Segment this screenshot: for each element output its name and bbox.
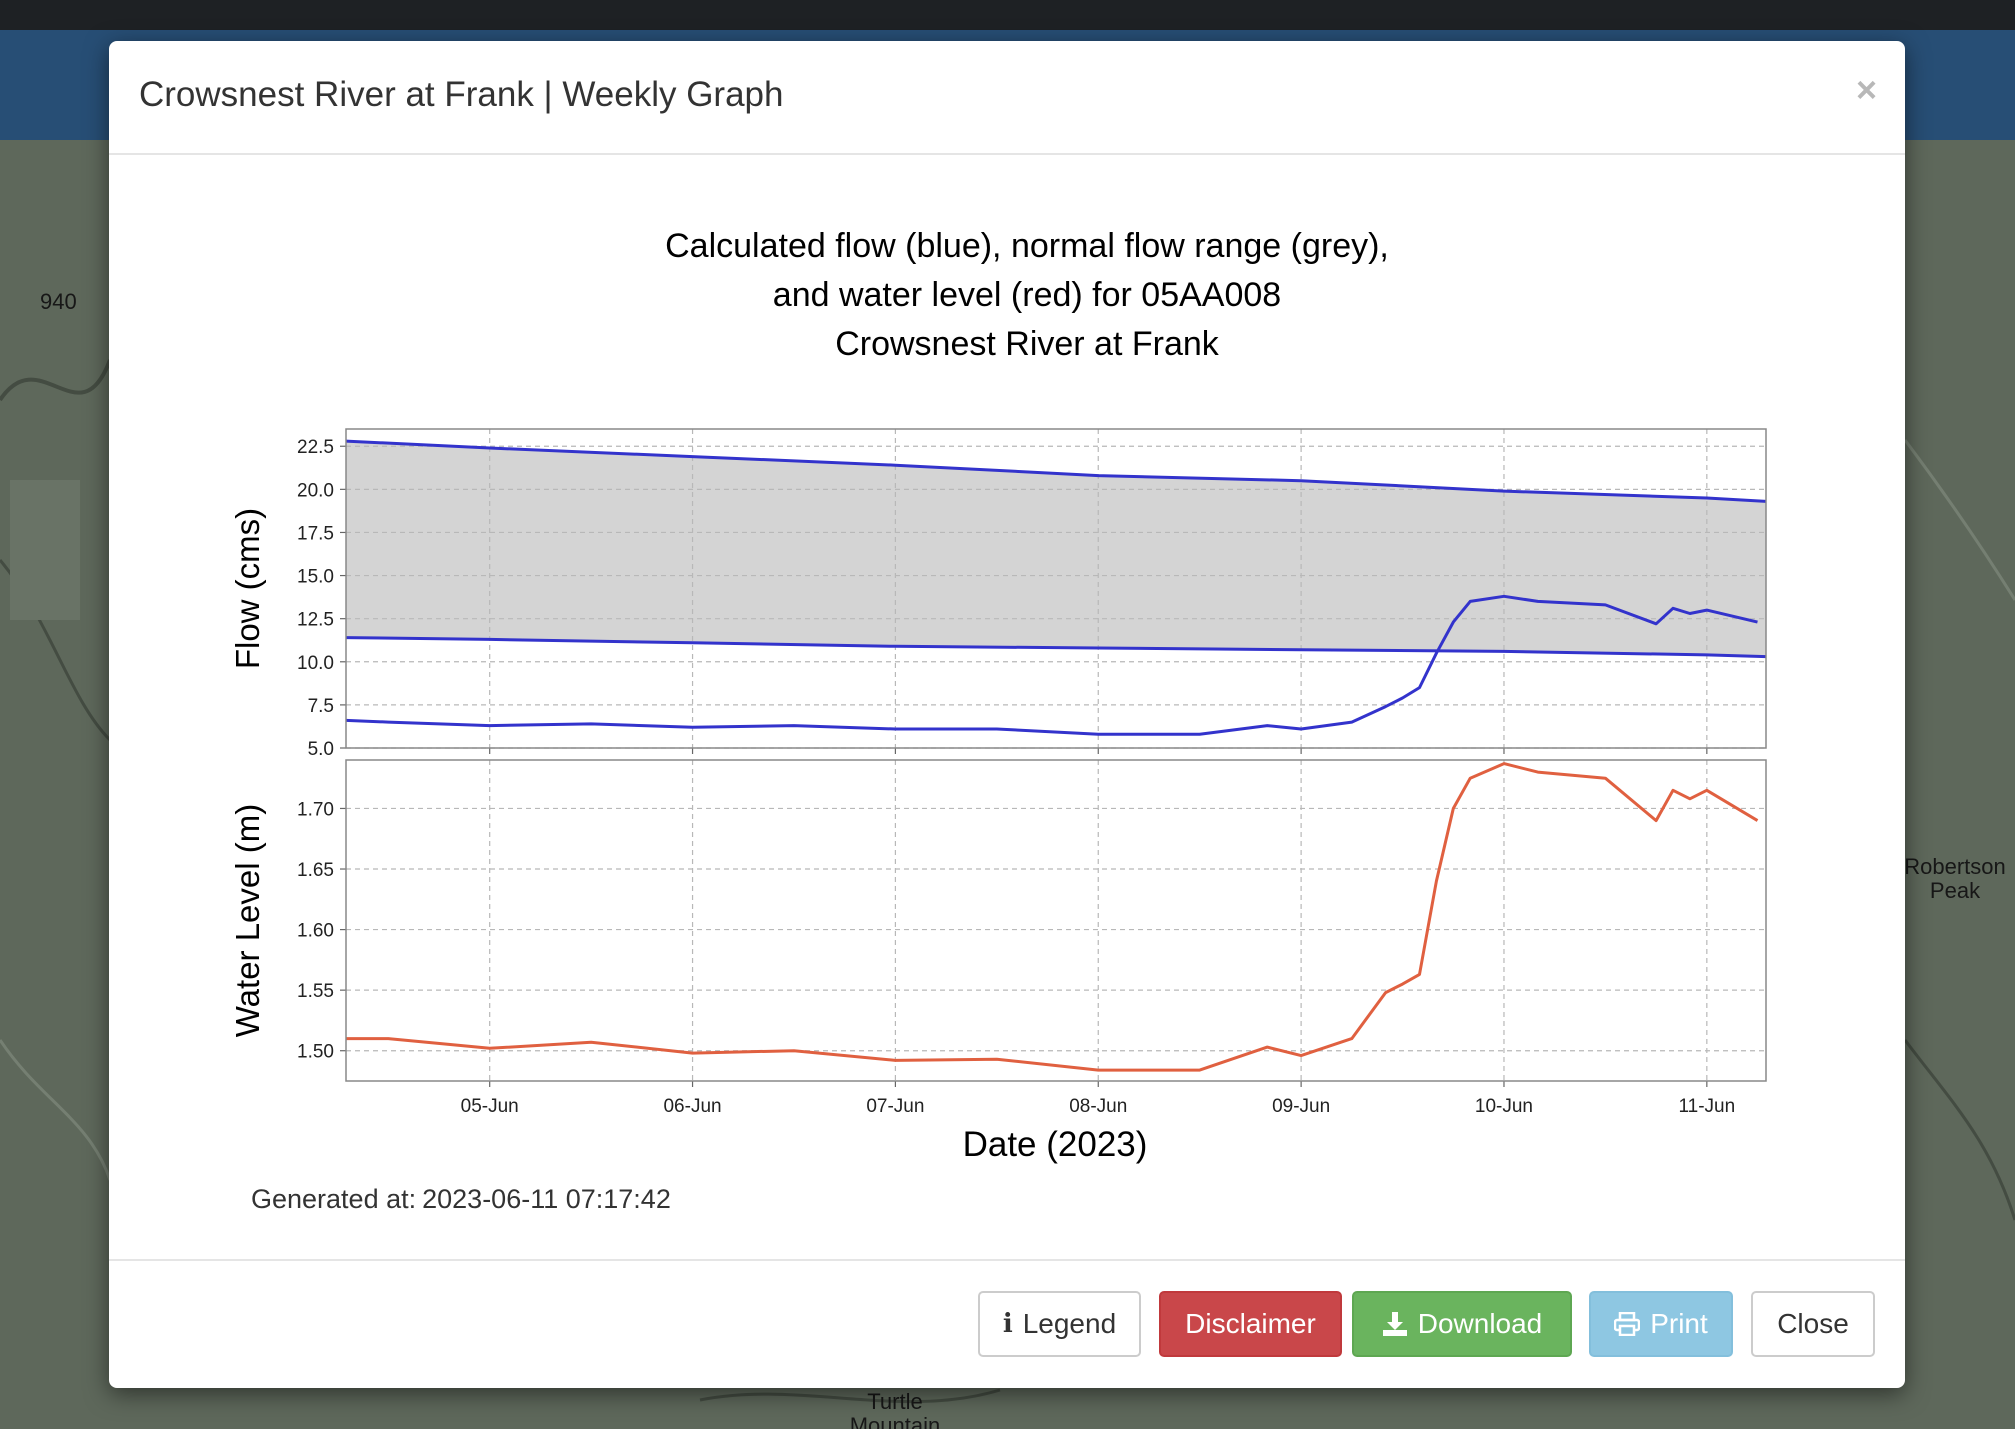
chart-title-line: Calculated flow (blue), normal flow rang… xyxy=(665,227,1389,265)
print-icon xyxy=(1614,1312,1641,1336)
level-y-tick-label: 1.50 xyxy=(297,1042,334,1063)
weekly-graph-chart: Calculated flow (blue), normal flow rang… xyxy=(229,227,1767,1164)
map-peak-label-line2: Peak xyxy=(1929,878,1981,903)
level-y-axis-label: Water Level (m) xyxy=(229,804,266,1037)
map-mountain-label: Turtle Mountain xyxy=(840,1390,950,1429)
level-y-tick-label: 1.55 xyxy=(297,981,334,1002)
disclaimer-button[interactable]: Disclaimer xyxy=(1159,1291,1342,1357)
flow-y-tick-label: 15.0 xyxy=(297,567,334,588)
level-y-tick-label: 1.65 xyxy=(297,860,334,881)
modal-footer: i Legend Disclaimer Download Print Close xyxy=(109,1259,1905,1390)
close-icon[interactable]: × xyxy=(1855,69,1877,110)
close-button[interactable]: Close xyxy=(1751,1291,1875,1357)
chart-title-line: Crowsnest River at Frank xyxy=(835,325,1220,363)
series-line-water-level xyxy=(346,762,1759,1072)
generated-label: Generated at: xyxy=(251,1184,417,1214)
browser-top-bar xyxy=(0,0,2015,30)
flow-y-tick-label: 12.5 xyxy=(297,610,334,631)
level-y-tick-label: 1.60 xyxy=(297,921,334,942)
legend-button[interactable]: i Legend xyxy=(978,1291,1141,1357)
x-tick-label: 08-Jun xyxy=(1069,1096,1127,1117)
series-line-lower-quartile xyxy=(345,636,1767,659)
x-axis-label: Date (2023) xyxy=(963,1125,1148,1164)
series-line-recorded-flow xyxy=(345,594,1758,736)
normal-flow-range-band xyxy=(346,441,1766,657)
map-peak-label-line1: Robertson xyxy=(1904,854,2006,879)
map-mountain-label-line2: Mountain xyxy=(849,1413,941,1429)
close-button-label: Close xyxy=(1777,1308,1849,1339)
flow-y-tick-label: 17.5 xyxy=(297,523,334,544)
flow-y-tick-label: 5.0 xyxy=(308,739,334,760)
weekly-graph-modal: Crowsnest River at Frank | Weekly Graph … xyxy=(109,41,1905,1388)
map-road-label: 940 xyxy=(40,289,77,314)
flow-y-axis-label: Flow (cms) xyxy=(229,508,266,669)
download-button[interactable]: Download xyxy=(1352,1291,1572,1357)
download-icon xyxy=(1382,1312,1407,1336)
modal-header: Crowsnest River at Frank | Weekly Graph … xyxy=(109,41,1905,155)
flow-y-tick-label: 7.5 xyxy=(308,696,334,717)
series-line-upper-quartile xyxy=(345,439,1767,503)
disclaimer-button-label: Disclaimer xyxy=(1185,1308,1316,1339)
generated-value: 2023-06-11 07:17:42 xyxy=(422,1184,671,1214)
x-tick-label: 06-Jun xyxy=(663,1096,721,1117)
x-tick-label: 11-Jun xyxy=(1678,1096,1735,1117)
flow-plot-border xyxy=(345,428,1767,749)
level-plot-area xyxy=(346,760,1766,1081)
level-y-tick-label: 1.70 xyxy=(297,799,334,820)
map-peak-label: Robertson Peak xyxy=(1895,855,2015,903)
download-button-label: Download xyxy=(1417,1308,1543,1339)
print-button[interactable]: Print xyxy=(1589,1291,1733,1357)
x-tick-label: 10-Jun xyxy=(1475,1096,1533,1117)
level-plot-border xyxy=(345,759,1767,1082)
info-icon: i xyxy=(1002,1309,1013,1339)
print-button-label: Print xyxy=(1650,1308,1708,1339)
x-tick-label: 05-Jun xyxy=(461,1096,519,1117)
chart-title-line: and water level (red) for 05AA008 xyxy=(773,276,1281,314)
map-mountain-label-line1: Turtle xyxy=(867,1389,923,1414)
x-tick-label: 07-Jun xyxy=(866,1096,924,1117)
modal-title: Crowsnest River at Frank | Weekly Graph xyxy=(139,75,784,114)
flow-y-tick-label: 22.5 xyxy=(297,437,334,458)
flow-y-tick-label: 10.0 xyxy=(297,653,334,674)
x-tick-label: 09-Jun xyxy=(1272,1096,1330,1117)
flow-y-tick-label: 20.0 xyxy=(297,480,334,501)
legend-button-label: Legend xyxy=(1022,1308,1117,1339)
generated-timestamp: Generated at: 2023-06-11 07:17:42 xyxy=(251,1184,677,1215)
